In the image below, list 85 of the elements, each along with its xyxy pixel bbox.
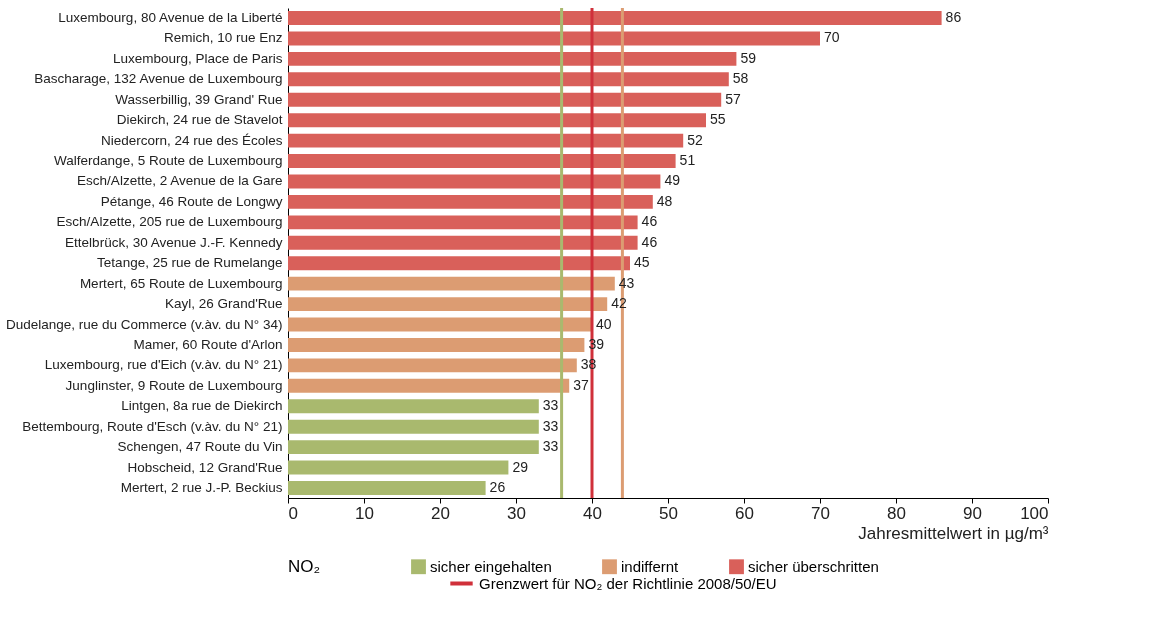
legend-label: sicher eingehalten [430,557,552,575]
y-tick-label: Mamer, 60 Route d'Arlon [133,336,283,352]
y-tick-label: Luxembourg, 80 Avenue de la Liberté [58,10,283,26]
x-tick-label: 0 [288,503,298,523]
y-tick-label: Wasserbillig, 39 Grand' Rue [115,91,283,107]
data-label: 86 [945,9,962,26]
x-axis-title: Jahresmittelwert in µg/m³ [858,523,1049,543]
bar [288,358,577,373]
y-tick-label: Mertert, 65 Route de Luxembourg [79,275,283,291]
legend-title: NO₂ [288,557,321,576]
y-tick-label: Esch/Alzette, 205 rue de Luxembourg [56,214,283,230]
bar [288,11,942,25]
y-tick-label: Hobscheid, 12 Grand'Rue [127,459,283,475]
y-tick-label: Esch/Alzette, 2 Avenue de la Gare [77,173,283,189]
bar [288,317,592,332]
data-label: 45 [634,254,650,271]
bar [288,215,638,230]
bar [288,51,737,66]
x-tick-label: 70 [811,503,830,523]
bar [288,338,585,352]
y-tick-label: Mertert, 2 rue J.-P. Beckius [120,479,283,495]
y-tick-label: Bettembourg, Route d'Esch (v.àv. du N° 21) [22,418,283,434]
bar [288,154,676,168]
bar [288,297,608,312]
data-label: 70 [824,29,840,46]
x-tick-label: 20 [431,503,450,523]
bar [288,174,661,189]
y-tick-label: Luxembourg, rue d'Eich (v.àv. du N° 21) [44,357,283,373]
data-label: 59 [740,49,757,66]
data-label: 49 [664,172,681,189]
y-tick-label: Tetange, 25 rue de Rumelange [97,255,283,271]
data-label: 52 [687,131,703,148]
data-label: 37 [573,376,589,393]
y-tick-label: Dudelange, rue du Commerce (v.àv. du N° 34) [5,316,283,332]
data-label: 57 [725,90,741,107]
y-tick-label: Pétange, 46 Route de Longwy [100,193,283,209]
bar [288,276,615,291]
data-label: 29 [512,458,529,475]
y-tick-label: Ettelbrück, 30 Avenue J.-F. Kennedy [65,234,283,250]
y-tick-label: Lintgen, 8a rue de Diekirch [121,398,283,414]
bar [288,481,486,495]
data-label: 33 [542,417,559,434]
x-tick-label: 60 [735,503,754,523]
x-tick-label: 100 [1020,503,1049,523]
legend-label: sicher überschritten [748,557,879,575]
y-tick-label: Diekirch, 24 rue de Stavelot [116,112,283,128]
bar [288,460,509,475]
bar [288,256,630,271]
x-tick-label: 90 [963,503,982,523]
x-tick-label: 80 [887,503,906,523]
data-label: 33 [542,397,559,414]
data-label: 55 [710,111,726,128]
y-tick-label: Junglinster, 9 Route de Luxembourg [65,377,283,393]
bar [288,440,539,455]
x-tick-label: 40 [583,503,602,523]
x-tick-label: 50 [659,503,678,523]
data-label: 48 [656,192,673,209]
y-tick-label: Niedercorn, 24 rue des Écoles [100,132,283,148]
bar [288,31,820,46]
bar [288,72,729,87]
data-label: 51 [679,152,696,169]
data-label: 46 [641,233,658,250]
y-tick-label: Kayl, 26 Grand'Rue [165,296,283,312]
legend-label: Grenzwert für NO₂ der Richtlinie 2008/50/EU [479,574,777,592]
y-tick-label: Bascharage, 132 Avenue de Luxembourg [34,71,283,87]
y-tick-label: Remich, 10 rue Enz [163,30,283,46]
bar [288,194,653,209]
bar [288,399,539,414]
legend-label: indiffernt [621,557,680,575]
bar [288,113,706,128]
data-label: 40 [596,315,612,332]
x-tick-label: 10 [355,503,374,523]
y-tick-label: Walferdange, 5 Route de Luxembourg [54,153,283,169]
x-tick-label: 30 [507,503,526,523]
bar [288,378,570,393]
bar [288,235,638,250]
data-label: 58 [732,70,749,87]
bar [288,133,684,148]
data-label: 26 [489,478,506,495]
bar [288,419,539,434]
data-label: 46 [641,213,658,230]
data-label: 33 [542,438,559,455]
bar [288,92,722,107]
y-tick-label: Schengen, 47 Route du Vin [117,439,283,455]
y-tick-label: Luxembourg, Place de Paris [112,50,283,66]
